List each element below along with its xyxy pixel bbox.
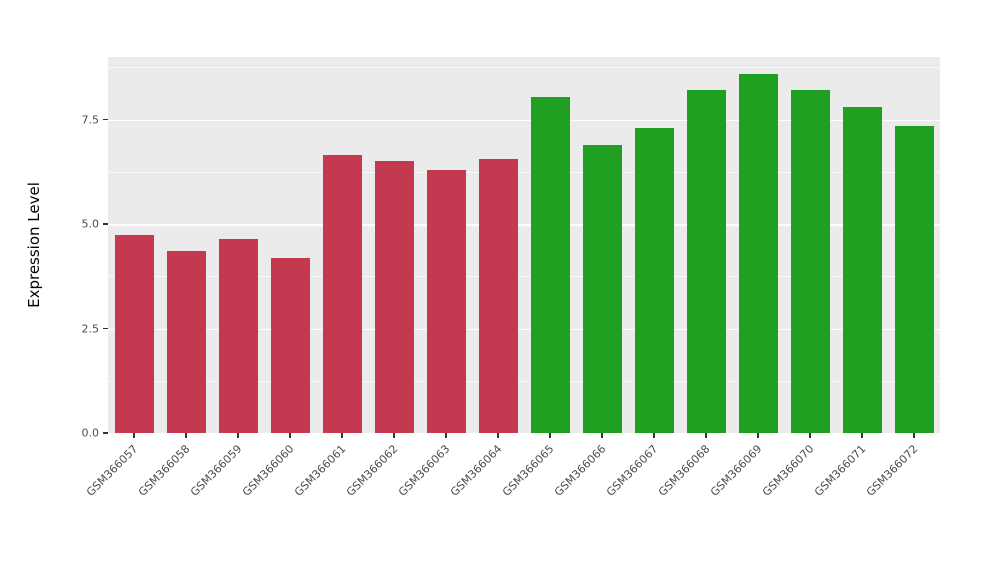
plot-panel — [108, 57, 940, 433]
x-axis-tick-label: GSM366070 — [759, 442, 817, 499]
bar-GSM366063 — [426, 169, 466, 433]
bar-GSM366067 — [634, 128, 674, 433]
x-axis-tick-label: GSM366068 — [655, 442, 713, 499]
gridline-major — [108, 119, 940, 122]
bar-GSM366058 — [166, 251, 206, 433]
bar-GSM366072 — [894, 125, 934, 433]
x-tick-mark — [445, 433, 447, 438]
bar-GSM366071 — [842, 107, 882, 433]
y-axis-tick-label: 2.5 — [81, 322, 100, 336]
x-axis-tick-label: GSM366072 — [863, 442, 921, 499]
x-axis-tick-label: GSM366062 — [343, 442, 401, 499]
x-axis-tick-label: GSM366059 — [187, 442, 245, 499]
x-tick-mark — [289, 433, 291, 438]
y-axis-tick-label: 5.0 — [81, 217, 100, 231]
x-tick-mark — [393, 433, 395, 438]
x-tick-mark — [809, 433, 811, 438]
bar-GSM366062 — [374, 161, 414, 433]
bar-GSM366057 — [114, 234, 154, 433]
bar-GSM366068 — [686, 90, 726, 433]
gridline-major — [108, 328, 940, 331]
gridline-minor — [108, 171, 940, 173]
x-tick-mark — [237, 433, 239, 438]
x-tick-mark — [185, 433, 187, 438]
y-axis-tick-label: 0.0 — [81, 426, 100, 440]
bar-GSM366066 — [582, 144, 622, 433]
x-tick-mark — [497, 433, 499, 438]
x-axis-tick-label: GSM366071 — [811, 442, 869, 499]
x-tick-mark — [705, 433, 707, 438]
gridline-major — [108, 224, 940, 226]
x-tick-mark — [601, 433, 603, 438]
bar-GSM366069 — [738, 73, 778, 433]
x-tick-mark — [549, 433, 551, 438]
x-axis-tick-label: GSM366067 — [603, 442, 661, 499]
x-tick-mark — [757, 433, 759, 438]
x-axis-tick-label: GSM366060 — [239, 442, 297, 499]
x-axis-tick-label: GSM366069 — [707, 442, 765, 499]
x-tick-mark — [913, 433, 915, 438]
x-axis-tick-label: GSM366063 — [395, 442, 453, 499]
x-axis-tick-label: GSM366064 — [447, 442, 505, 499]
x-axis-tick-label: GSM366057 — [83, 442, 141, 499]
x-tick-mark — [341, 433, 343, 438]
gridline-minor — [108, 276, 940, 278]
gridline-minor — [108, 380, 940, 382]
x-axis-tick-label: GSM366066 — [551, 442, 609, 499]
y-axis-title-wrap: Expression Level — [22, 57, 46, 433]
x-tick-mark — [653, 433, 655, 438]
gridline-minor — [108, 67, 940, 69]
y-axis-title: Expression Level — [25, 182, 44, 308]
x-axis-tick-label: GSM366058 — [135, 442, 193, 499]
bar-GSM366065 — [530, 96, 570, 433]
x-tick-mark — [133, 433, 135, 438]
x-axis-tick-label: GSM366061 — [291, 442, 349, 499]
bar-GSM366070 — [790, 90, 830, 433]
x-tick-mark — [861, 433, 863, 438]
y-axis-tick-label: 7.5 — [81, 113, 100, 127]
bar-GSM366061 — [322, 155, 362, 433]
bar-GSM366060 — [270, 257, 310, 433]
bar-GSM366059 — [218, 238, 258, 433]
bar-GSM366064 — [478, 159, 518, 433]
x-axis-tick-label: GSM366065 — [499, 442, 557, 499]
